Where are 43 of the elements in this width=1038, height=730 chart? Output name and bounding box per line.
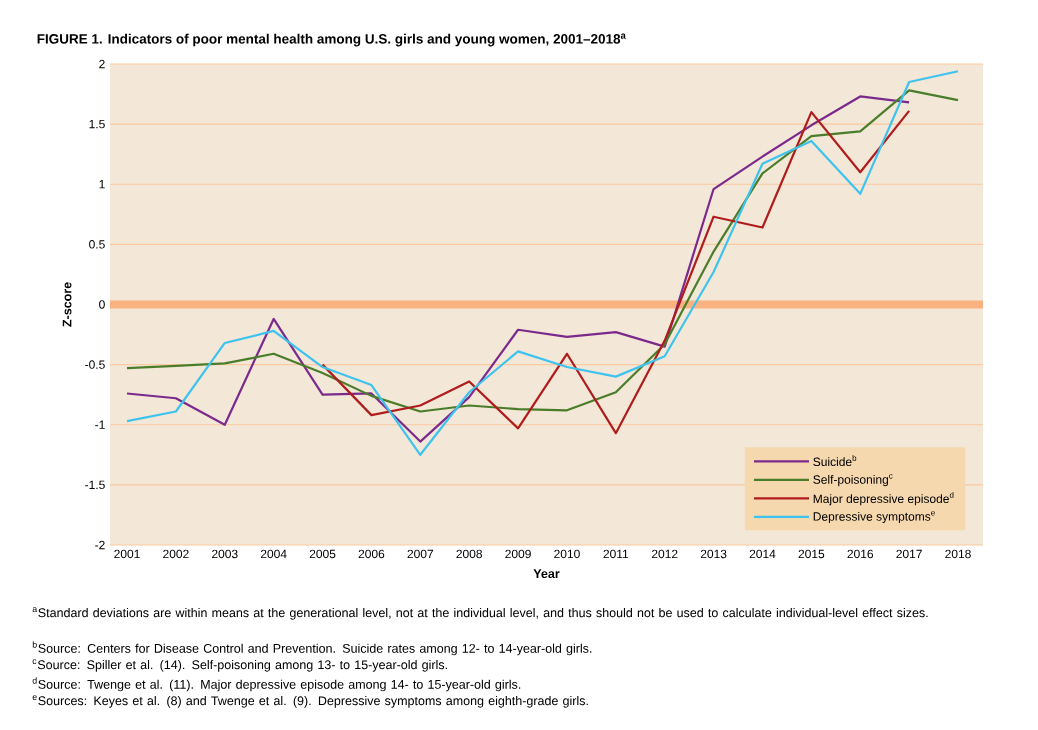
x-tick-label: 2002 (163, 549, 189, 559)
y-tick-label: 0 (99, 300, 105, 309)
line-series (125, 70, 960, 456)
text: $^{c}$Source: Spiller et al. (14). Self-poisoning among 13- to 15-year-old girls. (32, 659, 447, 672)
y-tick-label: 0.5 (89, 240, 105, 249)
x-tick-label: 2018 (945, 549, 971, 559)
x-tick-label: 2009 (505, 549, 531, 559)
x-tick-label: 2001 (114, 549, 140, 559)
text: $^{e}$Sources: Keyes et al. (8) and Twenge et al. (9). Depressive symptoms among eighth-grade girls. (32, 695, 588, 708)
x-tick-label: 2008 (456, 549, 482, 559)
y-tick-label: -1.5 (85, 480, 105, 490)
line-series (321, 109, 911, 435)
x-tick-label: 2015 (798, 549, 825, 559)
x-tick-label: 2010 (554, 549, 580, 559)
legend-label: Self-poisoning$^{c}$ (813, 474, 893, 487)
x-tick-label: 2014 (749, 549, 776, 559)
x-tick-label: 2017 (896, 549, 922, 559)
x-tick-label: 2006 (358, 549, 385, 559)
y-tick-label: 2 (99, 59, 105, 69)
x-tick-label: 2007 (407, 549, 434, 559)
x-tick-label: 2016 (847, 549, 874, 559)
x-tick-label: 2013 (700, 549, 727, 559)
x-tick-label: 2003 (212, 549, 238, 559)
y-tick-label: -2 (95, 540, 105, 550)
x-tick-label: 2011 (603, 549, 629, 559)
text: $^{d}$Source: Twenge et al. (11). Major depressive episode among 14- to 15-year-old girls. (32, 677, 521, 692)
legend-label: Depressive symptoms$^{e}$ (813, 511, 935, 524)
x-tick-label: 2012 (651, 549, 678, 559)
x-axis-title: Year (533, 569, 560, 579)
y-axis-title: Z-score (62, 282, 72, 327)
y-tick-label: 1.5 (89, 119, 105, 129)
line-series (125, 95, 911, 443)
chart-title: FIGURE 1. Indicators of poor mental health among U.S. girls and young women, 2001–2018$^{a}$ (37, 33, 626, 47)
y-tick-label: 1 (99, 180, 105, 189)
x-tick-label: 2005 (309, 549, 336, 559)
x-tick-label: 2004 (260, 549, 287, 559)
text: $^{a}$Standard deviations are within means at the generational level, not at the individual level, and thus should not be used to calculate individual-level effect sizes. (32, 607, 928, 620)
legend-label: Major depressive episode$^{d}$ (813, 491, 954, 506)
y-tick-label: -1 (95, 420, 105, 429)
text: $^{b}$Source: Centers for Disease Control and Prevention. Suicide rates among 12- to 14-year-old girls. (32, 641, 592, 656)
y-tick-label: -0.5 (85, 360, 105, 369)
line-series (125, 89, 960, 413)
legend-label: Suicide$^{b}$ (813, 455, 857, 467)
